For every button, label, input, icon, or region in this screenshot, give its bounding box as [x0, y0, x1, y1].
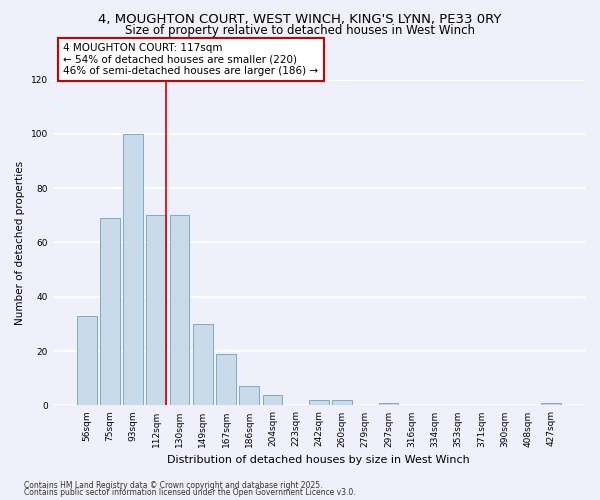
Text: 4, MOUGHTON COURT, WEST WINCH, KING'S LYNN, PE33 0RY: 4, MOUGHTON COURT, WEST WINCH, KING'S LY…	[98, 12, 502, 26]
Bar	[216, 354, 236, 406]
Bar	[123, 134, 143, 406]
Y-axis label: Number of detached properties: Number of detached properties	[15, 160, 25, 324]
Bar	[379, 402, 398, 406]
Bar	[77, 316, 97, 406]
Text: Contains public sector information licensed under the Open Government Licence v3: Contains public sector information licen…	[24, 488, 356, 497]
Bar	[239, 386, 259, 406]
Bar	[541, 402, 561, 406]
Bar	[146, 216, 166, 406]
Bar	[193, 324, 212, 406]
Bar	[263, 394, 282, 406]
Bar	[332, 400, 352, 406]
Text: Contains HM Land Registry data © Crown copyright and database right 2025.: Contains HM Land Registry data © Crown c…	[24, 480, 323, 490]
Bar	[309, 400, 329, 406]
Text: Size of property relative to detached houses in West Winch: Size of property relative to detached ho…	[125, 24, 475, 37]
X-axis label: Distribution of detached houses by size in West Winch: Distribution of detached houses by size …	[167, 455, 470, 465]
Bar	[170, 216, 190, 406]
Bar	[100, 218, 120, 406]
Text: 4 MOUGHTON COURT: 117sqm
← 54% of detached houses are smaller (220)
46% of semi-: 4 MOUGHTON COURT: 117sqm ← 54% of detach…	[64, 43, 319, 76]
